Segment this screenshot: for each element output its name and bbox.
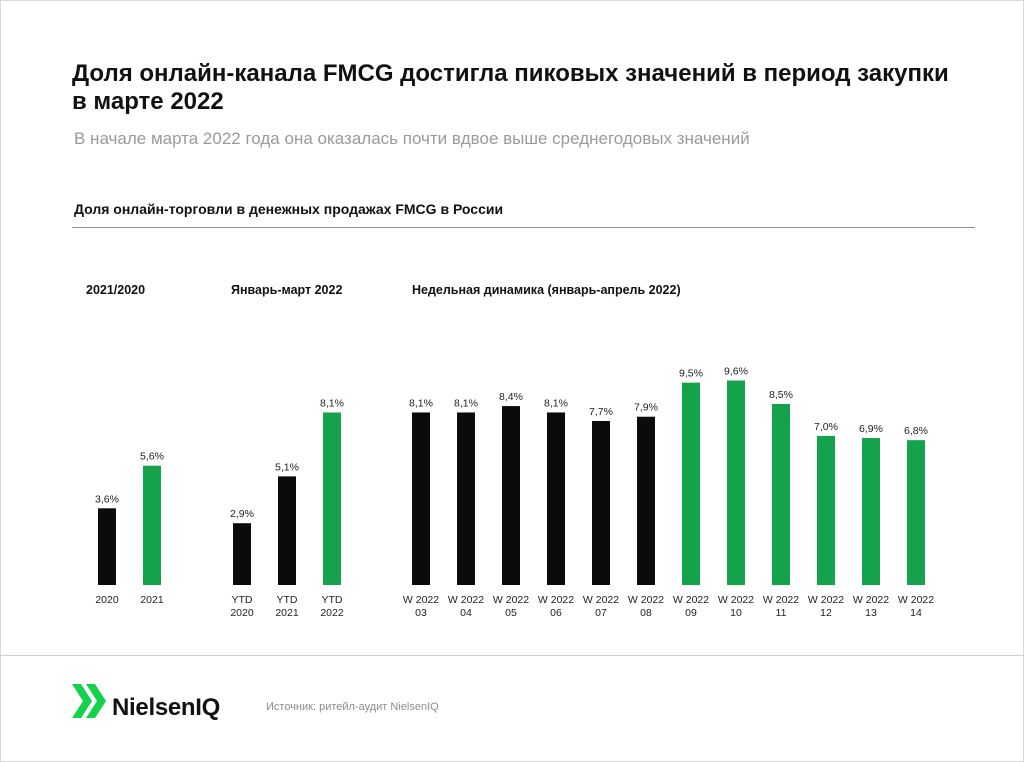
bar-value-label: 6,8% [904,425,928,437]
category-tick-label: W 2022 10 [718,594,754,619]
category-tick-line: 11 [776,607,787,619]
category-tick-line: 13 [865,607,877,619]
bar-weekly-7 [727,380,745,585]
category-tick-label: W 2022 04 [448,594,484,619]
bar-value-label: 8,4% [499,391,523,403]
category-tick-label: W 2022 11 [763,594,799,619]
category-tick-line: 14 [910,607,922,619]
category-tick-line: 07 [595,607,607,619]
category-tick-label: W 2022 09 [673,594,709,619]
category-tick-line: W 2022 [583,594,619,606]
panel-title-annual: 2021/2020 [86,283,146,297]
bar-value-label: 8,1% [544,397,568,409]
category-tick-line: W 2022 [898,594,934,606]
category-tick-label: YTD 2021 [275,594,299,619]
category-tick-label: YTD 2022 [320,594,344,619]
category-tick-line: 05 [505,607,517,619]
bar-value-label: 2,9% [230,508,254,520]
bar-weekly-11 [907,440,925,585]
chart-title: Доля онлайн-торговли в денежных продажах… [74,201,504,217]
divider-top [72,227,975,228]
bar-value-label: 6,9% [859,423,883,435]
category-tick-line: 2021 [275,607,299,619]
bar-weekly-2 [502,406,520,585]
category-tick-line: 2020 [95,594,119,606]
bar-value-label: 3,6% [95,493,119,505]
category-tick-line: W 2022 [538,594,574,606]
bar-weekly-5 [637,416,655,585]
category-tick-label: W 2022 13 [853,594,889,619]
category-tick-line: W 2022 [448,594,484,606]
category-tick-line: W 2022 [763,594,799,606]
category-tick-line: 10 [730,607,742,619]
category-tick-line: YTD [322,594,343,606]
category-tick-label: W 2022 08 [628,594,664,619]
category-tick-line: W 2022 [673,594,709,606]
category-tick-label: W 2022 03 [403,594,439,619]
panel-title-weekly: Недельная динамика (январь-апрель 2022) [412,283,681,297]
divider-bottom [0,655,1024,656]
bar-ytd-1 [278,476,296,585]
category-tick-line: 03 [415,607,427,619]
bar-value-label: 7,7% [589,406,613,418]
page-title: Доля онлайн-канала FMCG достигла пиковых… [72,60,949,115]
category-tick-label: W 2022 05 [493,594,529,619]
bar-value-label: 9,5% [679,368,703,380]
category-tick-line: 2021 [140,594,164,606]
bar-ytd-2 [323,412,341,585]
bar-value-label: 8,5% [769,389,793,401]
category-tick-line: W 2022 [853,594,889,606]
category-tick-line: W 2022 [493,594,529,606]
category-tick-line: 04 [460,607,472,619]
bar-annual-1 [143,465,161,585]
bar-weekly-4 [592,420,610,585]
category-tick-label: YTD 2020 [230,594,254,619]
bar-value-label: 7,0% [814,421,838,433]
category-tick-label: W 2022 14 [898,594,934,619]
category-tick-label: W 2022 06 [538,594,574,619]
category-tick-line: 2020 [230,607,254,619]
category-tick-line: W 2022 [628,594,664,606]
bar-annual-0 [98,508,116,585]
category-tick-line: YTD [232,594,253,606]
bar-weekly-1 [457,412,475,585]
category-tick-label: W 2022 07 [583,594,619,619]
bar-value-label: 5,1% [275,461,299,473]
panel-title-ytd: Январь-март 2022 [231,283,343,297]
category-tick-line: 12 [820,607,832,619]
bar-value-label: 5,6% [140,451,164,463]
category-tick-line: YTD [277,594,298,606]
category-tick-line: W 2022 [808,594,844,606]
category-tick-line: W 2022 [403,594,439,606]
nielseniq-chevron-logo-icon [72,684,106,718]
category-tick-line: 08 [640,607,652,619]
bar-value-label: 8,1% [320,397,344,409]
bar-value-label: 8,1% [409,397,433,409]
category-tick-line: 2022 [320,607,344,619]
chart-panel-weekly: 8,1%W 2022 038,1%W 2022 048,4%W 2022 058,1%… [403,366,934,619]
bar-value-label: 7,9% [634,402,658,414]
chart-panel-annual: 3,6% 2020 5,6% 2021 [95,451,164,606]
page-subtitle: В начале марта 2022 года она оказалась п… [74,129,750,148]
bar-weekly-8 [772,403,790,585]
category-tick-label: 2021 [140,594,164,606]
category-tick-label: 2020 [95,594,119,606]
bar-weekly-6 [682,382,700,585]
bar-weekly-9 [817,435,835,585]
category-tick-line: 06 [550,607,562,619]
category-tick-label: W 2022 12 [808,594,844,619]
bar-value-label: 9,6% [724,366,748,378]
bar-ytd-0 [233,523,251,585]
category-tick-line: W 2022 [718,594,754,606]
category-tick-line: 09 [685,607,697,619]
bar-weekly-0 [412,412,430,585]
bar-weekly-3 [547,412,565,585]
source-note: Источник: ритейл-аудит NielsenIQ [266,701,439,713]
brand-name: NielsenIQ [112,694,221,721]
bar-value-label: 8,1% [454,397,478,409]
bar-weekly-10 [862,438,880,585]
